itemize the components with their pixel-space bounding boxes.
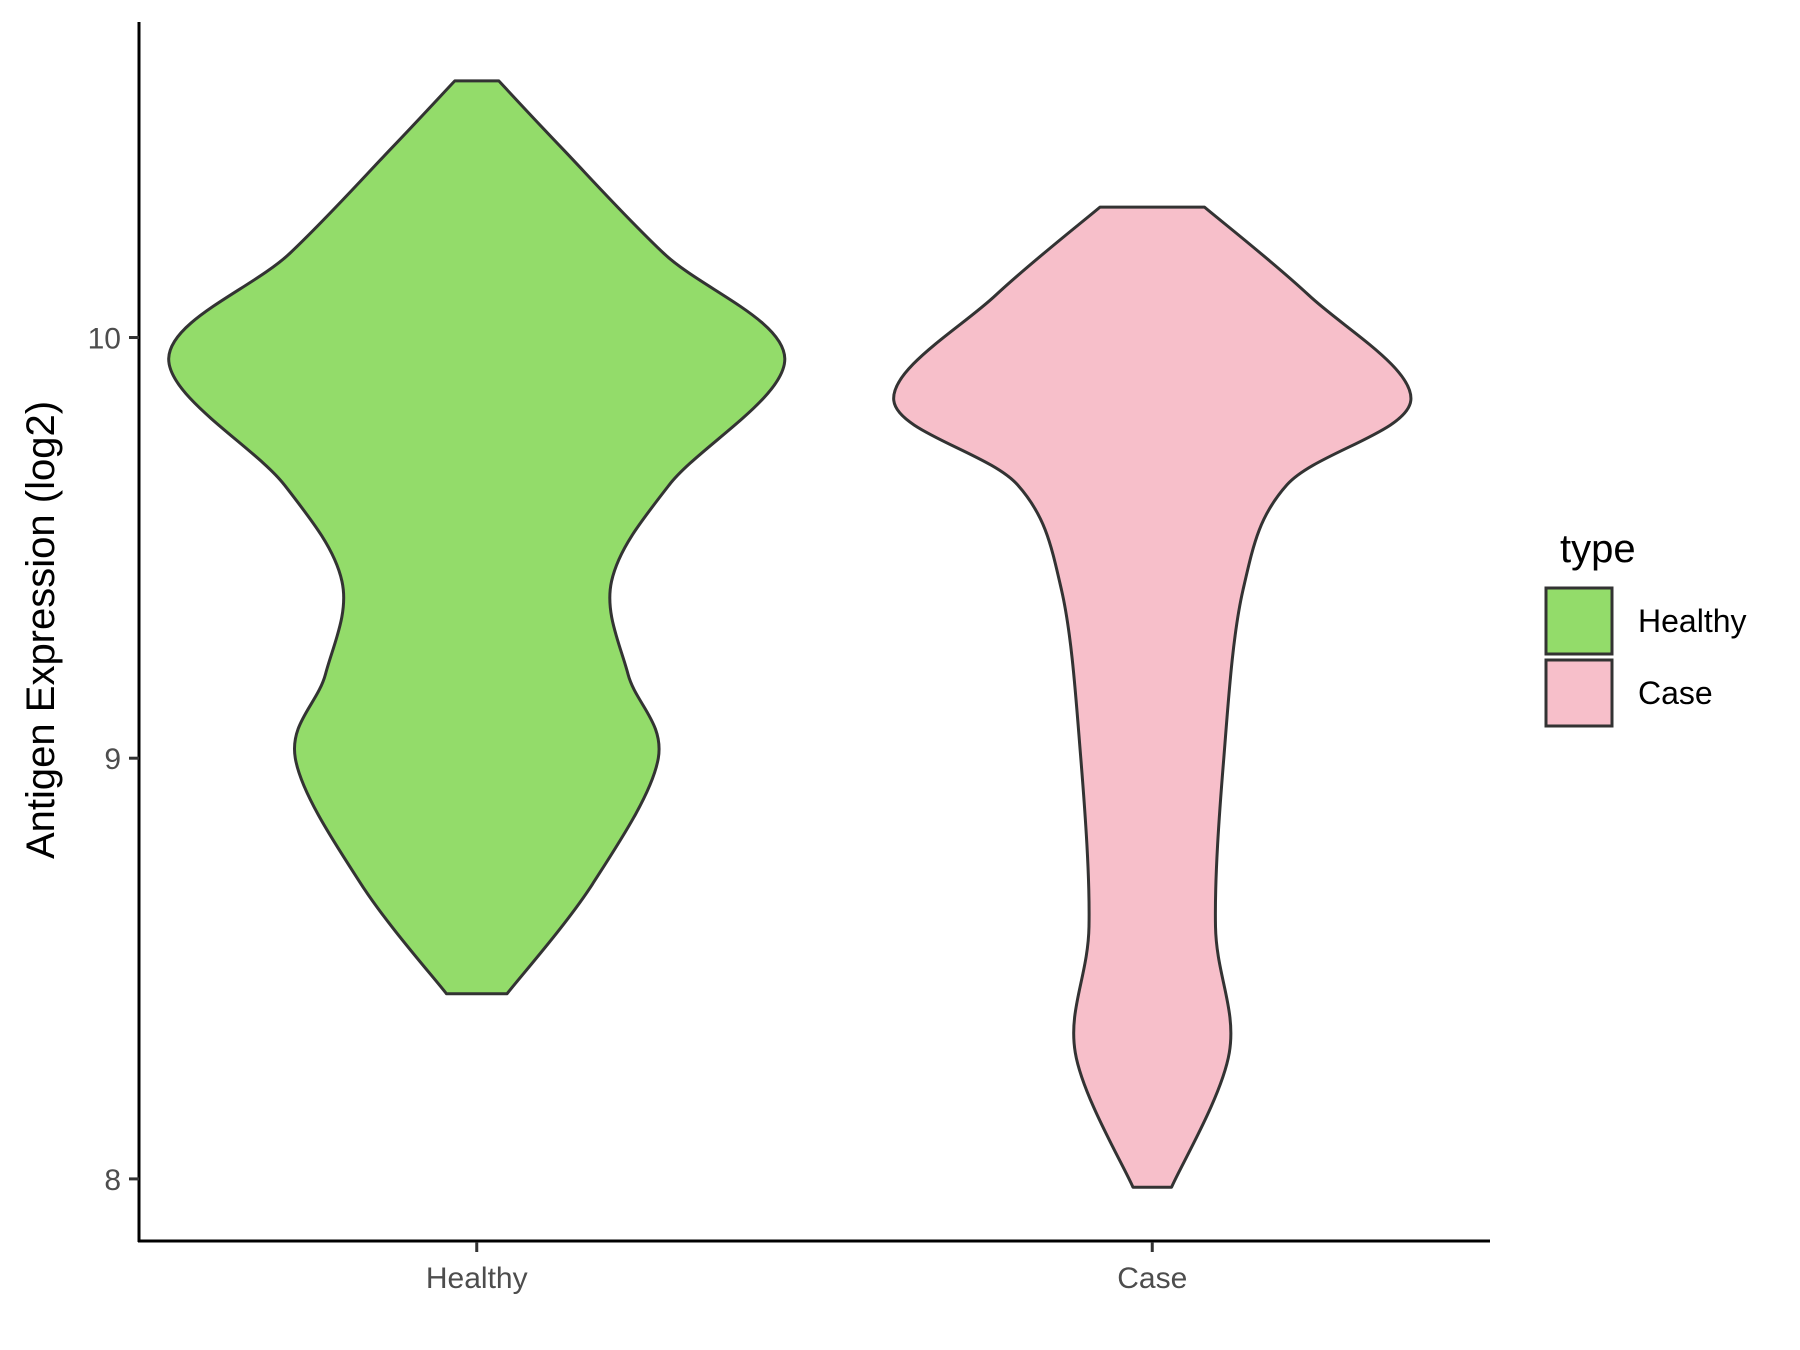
y-tick-label: 8 xyxy=(104,1164,121,1197)
y-tick-label: 9 xyxy=(104,743,121,776)
violin-layer xyxy=(167,79,1413,1189)
y-axis-title: Antigen Expression (log2) xyxy=(19,401,63,859)
legend-title: type xyxy=(1560,527,1636,571)
violin-healthy xyxy=(167,79,787,996)
y-axis-ticks: 8 9 10 xyxy=(88,323,139,1197)
legend-key-case xyxy=(1544,658,1614,728)
legend-key-healthy xyxy=(1544,586,1614,656)
x-tick-label-healthy: Healthy xyxy=(426,1262,528,1295)
violin-case xyxy=(892,205,1413,1189)
legend-label-case: Case xyxy=(1638,675,1713,711)
legend-label-healthy: Healthy xyxy=(1638,603,1747,639)
legend: type Healthy Case xyxy=(1544,527,1747,728)
x-axis-ticks: Healthy Case xyxy=(426,1242,1187,1295)
x-tick-label-case: Case xyxy=(1117,1262,1187,1295)
y-tick-label: 10 xyxy=(88,323,121,356)
